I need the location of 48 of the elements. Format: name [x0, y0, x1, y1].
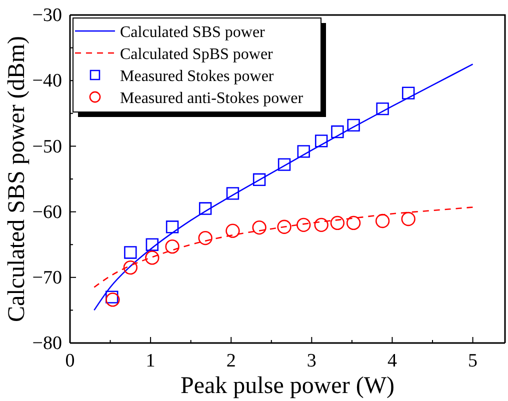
point [375, 214, 390, 228]
x-tick-label: 1 [146, 350, 156, 372]
y-tick-label: −60 [32, 202, 62, 223]
point [314, 218, 328, 232]
point [106, 290, 118, 304]
point [145, 250, 160, 265]
line-series [94, 206, 474, 288]
point [330, 216, 345, 230]
point [165, 240, 180, 254]
point [402, 86, 415, 100]
point [314, 134, 328, 148]
point [346, 216, 361, 230]
point [226, 187, 240, 200]
y-axis-title: Calculated SBS power (dBm) [4, 36, 30, 322]
point [166, 220, 179, 234]
legend-label: Measured Stokes power [120, 68, 274, 85]
point [123, 260, 138, 275]
y-tick-label: −70 [32, 267, 62, 288]
line-series [94, 64, 474, 311]
x-tick-label: 4 [387, 350, 398, 372]
point [226, 224, 240, 238]
point [252, 173, 266, 186]
x-tick-label: 2 [226, 350, 236, 372]
point [198, 230, 212, 246]
legend-label: Measured anti-Stokes power [120, 90, 304, 107]
legend-label: Calculated SBS power [120, 24, 266, 41]
point [198, 202, 212, 215]
point [376, 102, 389, 116]
x-axis-title: Peak pulse power (W) [180, 373, 394, 399]
point [401, 212, 416, 226]
point [296, 218, 311, 232]
point [252, 220, 266, 235]
x-tick-label: 5 [468, 350, 478, 372]
point [347, 118, 360, 132]
x-tick-label: 0 [65, 350, 75, 372]
point [331, 125, 344, 138]
point [146, 238, 159, 251]
point [297, 145, 310, 158]
point [106, 292, 120, 307]
point [278, 158, 291, 171]
point [124, 246, 137, 259]
y-tick-label: −40 [32, 70, 62, 92]
y-tick-label: −30 [32, 5, 62, 26]
point [277, 220, 292, 234]
legend-label: Calculated SpBS power [120, 46, 274, 63]
y-tick-label: −50 [32, 136, 62, 158]
x-tick-label: 3 [306, 350, 316, 372]
y-tick-label: −80 [32, 333, 62, 354]
